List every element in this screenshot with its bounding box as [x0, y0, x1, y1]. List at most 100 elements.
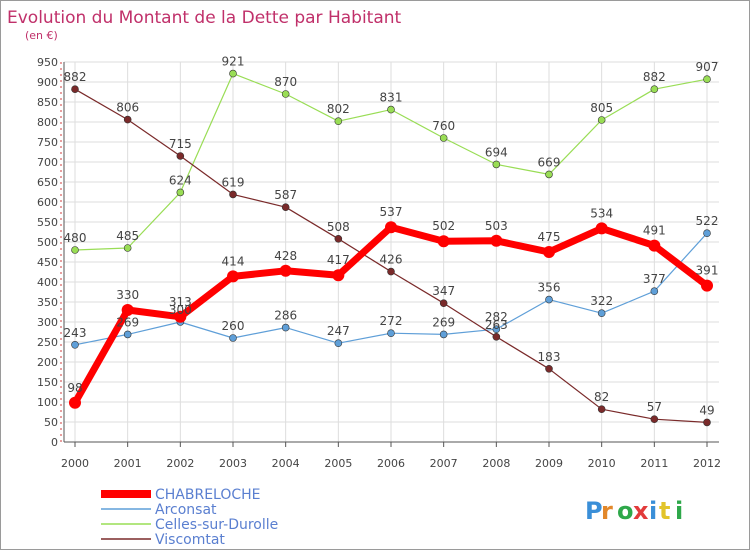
data-label: 428	[274, 249, 297, 263]
x-tick-label: 2000	[61, 457, 89, 470]
data-point	[123, 115, 132, 124]
data-point	[490, 234, 503, 247]
data-point	[650, 287, 659, 296]
y-tick-label: 300	[37, 316, 58, 329]
data-label: 522	[696, 214, 719, 228]
chart-title: Evolution du Montant de la Dette par Hab…	[7, 8, 402, 28]
x-tick-label: 2009	[535, 457, 563, 470]
legend-label: Arconsat	[155, 502, 217, 518]
y-tick-label: 200	[37, 356, 58, 369]
data-point	[492, 325, 501, 334]
data-point	[545, 170, 553, 179]
legend-label: Celles-sur-Durolle	[155, 517, 278, 533]
legend-item: CHABRELOCHE	[101, 487, 261, 503]
data-labels: 243 269 300 260 286 247 272 269 282 356 322 377 522 4…	[64, 55, 719, 418]
logo-letter: o	[617, 497, 634, 525]
data-label: 802	[327, 102, 350, 116]
data-point	[595, 222, 608, 235]
data-label: 391	[696, 264, 719, 278]
data-label: 98	[67, 381, 82, 395]
proxiti-logo: Pr o x i t i	[585, 497, 683, 525]
data-point	[229, 334, 237, 342]
y-tick-label: 650	[37, 176, 58, 189]
y-tick-label: 850	[37, 96, 58, 109]
data-label: 475	[538, 230, 561, 244]
data-label: 907	[696, 60, 719, 74]
data-label: 491	[643, 224, 666, 238]
data-label: 260	[222, 319, 245, 333]
legend-label: CHABRELOCHE	[155, 487, 261, 503]
data-label: 286	[274, 309, 297, 323]
data-label: 882	[64, 70, 87, 84]
data-label: 485	[116, 229, 139, 243]
data-point	[385, 221, 397, 234]
data-label: 356	[538, 281, 561, 295]
data-label: 715	[169, 137, 192, 151]
data-point	[439, 330, 448, 339]
series-chabreloche	[69, 221, 713, 409]
chart-subtitle: (en €)	[25, 29, 58, 42]
data-point	[332, 269, 345, 282]
data-point	[387, 105, 395, 114]
data-label: 243	[64, 326, 87, 340]
y-tick-label: 600	[37, 196, 58, 209]
data-point	[703, 418, 711, 427]
data-label: 502	[432, 219, 455, 233]
data-point	[650, 85, 659, 93]
data-point	[71, 246, 79, 254]
data-point	[281, 203, 290, 211]
data-label: 300	[169, 303, 192, 317]
y-tick-label: 550	[37, 216, 58, 229]
data-point	[279, 264, 292, 277]
series-arconsat	[71, 229, 711, 349]
data-point	[597, 309, 606, 318]
data-point	[439, 134, 448, 142]
x-tick-label: 2005	[324, 457, 352, 470]
logo-letter: i	[675, 497, 683, 525]
data-label: 882	[643, 70, 666, 84]
data-label: 247	[327, 324, 350, 338]
data-point	[176, 188, 185, 197]
data-point	[334, 235, 343, 243]
data-point	[334, 117, 343, 125]
y-tick-label: 800	[37, 116, 58, 129]
data-label: 347	[432, 284, 455, 298]
logo-letter: r	[601, 497, 613, 525]
legend-item: Celles-sur-Durolle	[101, 517, 278, 533]
data-label: 269	[432, 315, 455, 329]
x-tick-label: 2008	[482, 457, 510, 470]
data-label: 619	[222, 175, 245, 189]
y-tick-label: 250	[37, 336, 58, 349]
y-tick-label: 500	[37, 236, 58, 249]
data-point	[703, 229, 711, 237]
x-tick-label: 2001	[114, 457, 142, 470]
data-point	[543, 246, 555, 258]
grid	[64, 61, 719, 443]
y-tick-label: 150	[37, 376, 58, 389]
data-point	[123, 330, 132, 339]
series-viscomtat	[71, 85, 711, 427]
y-tick-label: 900	[37, 76, 58, 89]
data-point	[69, 396, 81, 409]
data-label: 760	[432, 119, 455, 133]
data-label: 480	[64, 231, 87, 245]
x-tick-label: 2012	[693, 457, 721, 470]
data-label: 377	[643, 272, 666, 286]
data-label: 694	[485, 145, 508, 159]
data-point	[174, 310, 187, 323]
data-label: 57	[647, 400, 662, 414]
data-label: 322	[590, 294, 613, 308]
data-point	[650, 415, 659, 424]
y-tick-label: 450	[37, 256, 58, 269]
x-tick-label: 2011	[640, 457, 668, 470]
y-tick-label: 50	[44, 416, 58, 429]
data-point	[121, 304, 134, 316]
data-label: 587	[274, 188, 297, 202]
data-label: 263	[485, 318, 508, 332]
data-label: 183	[538, 350, 561, 364]
x-tick-label: 2007	[430, 457, 458, 470]
data-point	[545, 295, 553, 304]
data-label: 426	[380, 253, 403, 267]
